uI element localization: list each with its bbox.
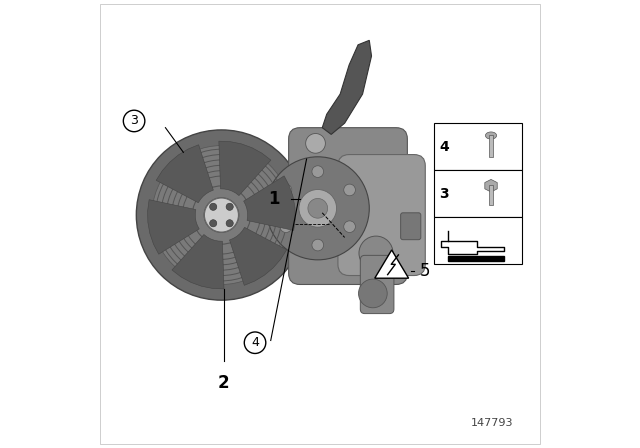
Circle shape xyxy=(306,134,325,153)
FancyBboxPatch shape xyxy=(401,213,421,240)
Polygon shape xyxy=(485,179,497,192)
Circle shape xyxy=(359,236,393,270)
FancyBboxPatch shape xyxy=(338,155,425,276)
Polygon shape xyxy=(156,145,213,203)
Circle shape xyxy=(226,203,233,211)
Polygon shape xyxy=(172,234,224,289)
Circle shape xyxy=(210,203,217,211)
Circle shape xyxy=(344,184,355,196)
Circle shape xyxy=(193,186,251,244)
Circle shape xyxy=(204,198,239,232)
Circle shape xyxy=(136,130,307,300)
Circle shape xyxy=(312,166,324,177)
Circle shape xyxy=(210,220,217,227)
Text: 3: 3 xyxy=(439,187,449,201)
Bar xyxy=(435,170,522,217)
Polygon shape xyxy=(148,200,199,254)
Text: 5: 5 xyxy=(420,262,431,280)
Polygon shape xyxy=(448,256,504,261)
Text: 4: 4 xyxy=(251,336,259,349)
Text: 1: 1 xyxy=(268,190,280,208)
Circle shape xyxy=(344,221,355,233)
Text: 147793: 147793 xyxy=(471,418,514,428)
Circle shape xyxy=(204,198,239,233)
Text: 4: 4 xyxy=(439,140,449,154)
Text: 3: 3 xyxy=(130,114,138,128)
Bar xyxy=(489,135,493,157)
Circle shape xyxy=(266,157,369,260)
Bar xyxy=(489,185,493,205)
Circle shape xyxy=(244,332,266,353)
Circle shape xyxy=(299,190,337,227)
FancyBboxPatch shape xyxy=(360,255,394,314)
Bar xyxy=(435,217,522,264)
Ellipse shape xyxy=(485,132,497,139)
Polygon shape xyxy=(219,141,271,196)
Circle shape xyxy=(124,110,145,132)
Circle shape xyxy=(308,198,328,218)
Polygon shape xyxy=(230,227,287,285)
Circle shape xyxy=(280,221,292,233)
Circle shape xyxy=(358,279,387,308)
Bar xyxy=(435,123,522,170)
Polygon shape xyxy=(244,176,295,230)
Circle shape xyxy=(312,239,324,251)
Polygon shape xyxy=(323,40,371,134)
FancyBboxPatch shape xyxy=(289,128,408,284)
Polygon shape xyxy=(375,250,408,278)
Text: 2: 2 xyxy=(218,374,230,392)
Circle shape xyxy=(152,146,291,284)
Circle shape xyxy=(226,220,233,227)
Circle shape xyxy=(280,184,292,196)
